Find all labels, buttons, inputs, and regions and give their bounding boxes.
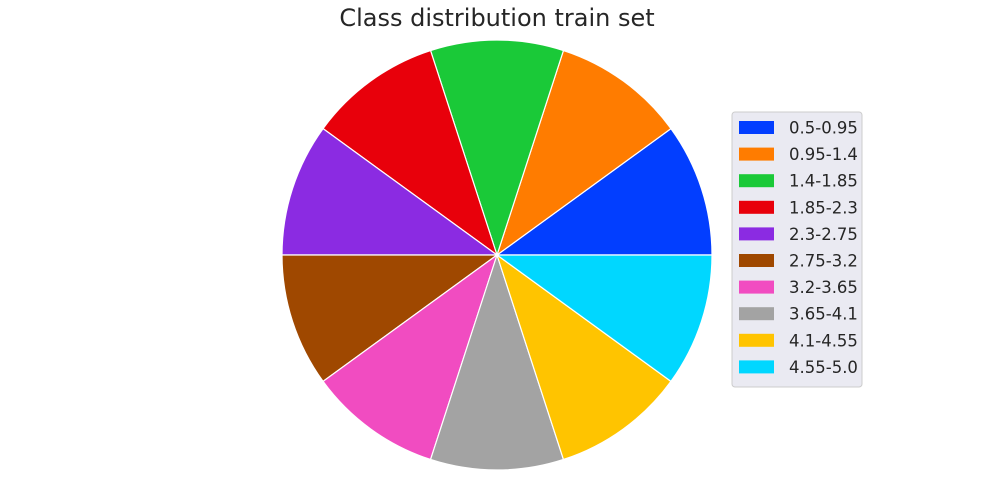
legend-swatch	[739, 254, 774, 267]
legend-swatch	[739, 307, 774, 321]
legend-entry-1.85-2.3: 1.85-2.3	[739, 198, 858, 217]
legend-entry-2.3-2.75: 2.3-2.75	[739, 225, 858, 244]
legend-entry-0.5-0.95: 0.5-0.95	[739, 119, 858, 138]
legend-entry-1.4-1.85: 1.4-1.85	[739, 172, 858, 191]
pie-slice-2.3-2.75	[281, 128, 498, 256]
legend-label: 2.75-3.2	[789, 252, 858, 271]
legend-entry-4.55-5.0: 4.55-5.0	[739, 358, 858, 377]
legend-label: 3.65-4.1	[789, 305, 858, 324]
legend-entry-4.1-4.55: 4.1-4.55	[739, 331, 858, 350]
pie-slice-1.85-2.3	[322, 49, 498, 256]
pie-slice-1.4-1.85	[429, 39, 565, 256]
legend-entry-3.2-3.65: 3.2-3.65	[739, 278, 858, 297]
pie-slice-3.2-3.65	[322, 254, 498, 461]
legend-entry-2.75-3.2: 2.75-3.2	[739, 252, 858, 271]
legend-label: 3.2-3.65	[789, 278, 858, 297]
legend-swatch	[739, 333, 774, 347]
legend-swatch	[739, 174, 774, 188]
pie-slice-3.65-4.1	[429, 254, 565, 471]
legend-entry-3.65-4.1: 3.65-4.1	[739, 305, 858, 324]
legend-label: 0.95-1.4	[789, 145, 858, 164]
pie-slice-0.5-0.95	[496, 128, 713, 256]
pie-slice-4.55-5.0	[496, 254, 713, 382]
legend-swatch	[739, 280, 774, 294]
legend-swatch	[739, 360, 774, 374]
pie-slices	[281, 39, 713, 471]
legend-label: 1.4-1.85	[789, 172, 858, 191]
legend-label: 1.85-2.3	[789, 198, 858, 217]
pie-slice-2.75-3.2	[281, 254, 498, 382]
legend-label: 0.5-0.95	[789, 119, 858, 138]
legend-label: 2.3-2.75	[789, 225, 858, 244]
legend-entry-0.95-1.4: 0.95-1.4	[739, 145, 858, 164]
legend: 0.5-0.95 0.95-1.4 1.4-1.85 1.85-2.3 2.3-2.75…	[731, 111, 863, 388]
legend-label: 4.1-4.55	[789, 331, 858, 350]
pie-slice-0.95-1.4	[496, 49, 672, 256]
legend-swatch	[739, 121, 774, 134]
chart-title: Class distribution train set	[339, 4, 654, 32]
pie-slice-4.1-4.55	[496, 254, 672, 461]
legend-swatch	[739, 147, 774, 161]
legend-swatch	[739, 200, 774, 214]
legend-label: 4.55-5.0	[789, 358, 858, 377]
legend-swatch	[739, 227, 774, 241]
